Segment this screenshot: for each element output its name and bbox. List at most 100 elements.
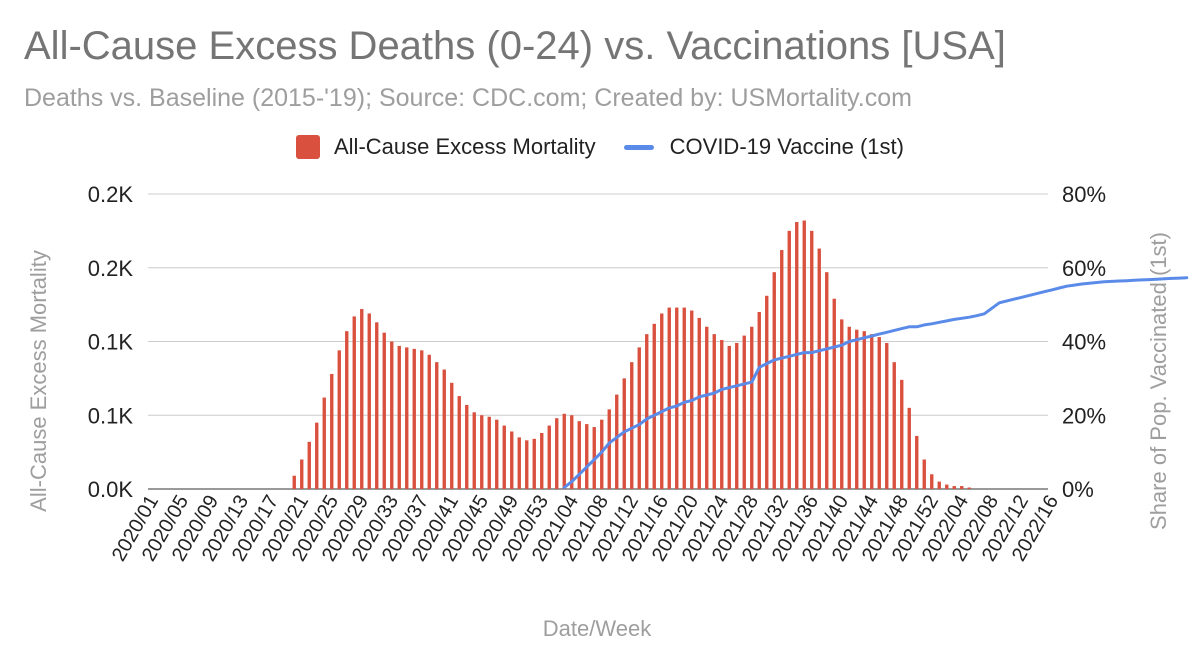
bar (697, 317, 701, 489)
bar (772, 272, 776, 489)
y-left-tick-label: 0.2K (88, 182, 134, 207)
bar (720, 340, 724, 489)
bar (517, 437, 521, 489)
line-series (562, 276, 1189, 489)
bar (960, 486, 964, 489)
legend-line-label: COVID-19 Vaccine (1st) (669, 134, 904, 159)
bar (420, 350, 424, 489)
bar (457, 396, 461, 489)
bar (300, 459, 304, 489)
bar (952, 486, 956, 489)
bar (870, 334, 874, 489)
bar (307, 441, 311, 489)
bar (637, 347, 641, 489)
bar (427, 354, 431, 489)
y-left-tick-label: 0.1K (88, 330, 134, 355)
bar (525, 440, 529, 489)
bar (615, 394, 619, 489)
bar-series (292, 220, 971, 490)
bar (705, 326, 709, 489)
bar (885, 342, 889, 489)
chart-legend: All-Cause Excess Mortality COVID-19 Vacc… (0, 134, 1200, 160)
bar (765, 295, 769, 489)
bar (510, 431, 514, 489)
bar (825, 272, 829, 489)
y-right-tick-label: 60% (1062, 256, 1106, 281)
bar (532, 438, 536, 489)
bar (480, 415, 484, 489)
bar (667, 307, 671, 489)
bar (360, 309, 364, 489)
y-left-tick-label: 0.2K (88, 256, 134, 281)
legend-item-excess-mortality[interactable]: All-Cause Excess Mortality (296, 134, 596, 160)
bar (375, 322, 379, 489)
bar (877, 337, 881, 489)
bar (495, 419, 499, 489)
bar (577, 421, 581, 489)
bar (967, 487, 971, 489)
x-axis-title: Date/Week (543, 616, 652, 641)
bar (502, 425, 506, 489)
bar (412, 348, 416, 489)
bar (937, 481, 941, 489)
bar (315, 422, 319, 489)
bar (712, 334, 716, 489)
legend-bar-label: All-Cause Excess Mortality (334, 134, 596, 159)
bar (817, 248, 821, 489)
bar (945, 484, 949, 489)
bar (832, 298, 836, 489)
bar (750, 326, 754, 489)
bar (600, 419, 604, 489)
bar (397, 345, 401, 489)
bar (540, 432, 544, 489)
bar (450, 382, 454, 489)
bar (562, 413, 566, 489)
bar (727, 345, 731, 489)
legend-item-vaccine[interactable]: COVID-19 Vaccine (1st) (623, 134, 904, 160)
y-right-tick-label: 20% (1062, 403, 1106, 428)
y-right-axis-title: Share of Pop. Vaccinated (1st) (1146, 232, 1171, 530)
bar (442, 369, 446, 489)
bar (585, 424, 589, 489)
bar (607, 409, 611, 489)
y-left-axis-title: All-Cause Excess Mortality (26, 250, 51, 512)
bar (915, 435, 919, 489)
bar (352, 316, 356, 489)
bar (555, 418, 559, 489)
bar (802, 220, 806, 490)
bar (435, 362, 439, 489)
y-right-tick-label: 0% (1062, 477, 1094, 502)
bar (390, 341, 394, 489)
chart-subtitle: Deaths vs. Baseline (2015-'19); Source: … (24, 84, 912, 112)
axes: 0.0K0.1K0.1K0.2K0.2K0%20%40%60%80%2020/0… (88, 182, 1106, 565)
y-right-tick-label: 80% (1062, 182, 1106, 207)
bar (570, 415, 574, 489)
bar (367, 313, 371, 489)
bar (840, 319, 844, 489)
bar (472, 412, 476, 489)
bar (660, 313, 664, 489)
bar (735, 342, 739, 489)
bar (682, 307, 686, 489)
legend-line-swatch (623, 144, 654, 150)
bar (780, 250, 784, 489)
bar (337, 350, 341, 489)
vaccine-line (562, 276, 1189, 489)
bar (345, 331, 349, 489)
bar (675, 307, 679, 489)
y-left-tick-label: 0.1K (88, 403, 134, 428)
chart-title: All-Cause Excess Deaths (0-24) vs. Vacci… (24, 24, 1006, 68)
bar (907, 407, 911, 489)
bar (847, 326, 851, 489)
y-left-tick-label: 0.0K (88, 477, 134, 502)
legend-bar-swatch (296, 135, 320, 159)
bar (757, 312, 761, 489)
bar (645, 334, 649, 489)
bar (405, 347, 409, 489)
bar (652, 323, 656, 489)
bar (810, 230, 814, 489)
bar (382, 332, 386, 489)
bar (892, 362, 896, 489)
gridlines (148, 193, 1048, 490)
